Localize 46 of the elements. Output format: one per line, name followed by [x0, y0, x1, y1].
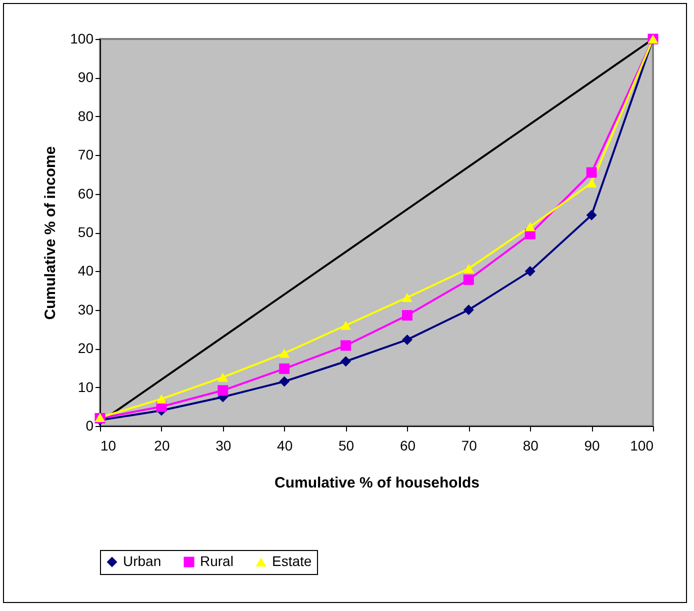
legend-label: Rural — [200, 553, 234, 569]
y-tick-label: 40 — [78, 262, 94, 279]
point — [402, 292, 412, 302]
y-tick-label: 30 — [78, 301, 94, 318]
x-tick-label: 70 — [461, 438, 478, 454]
y-tick-label: 10 — [78, 378, 94, 395]
y-axis-title: Cumulative % of income — [42, 146, 60, 320]
x-tick-label: 50 — [338, 438, 354, 454]
point — [279, 348, 290, 358]
x-tick-label: 90 — [584, 438, 600, 454]
legend-label: Urban — [123, 553, 162, 569]
point — [279, 363, 290, 374]
point — [340, 320, 352, 330]
y-tick-label: 20 — [78, 340, 94, 356]
y-tick-label: 100 — [70, 30, 94, 46]
point — [463, 304, 474, 316]
legend-label: Estate — [272, 553, 312, 569]
point — [340, 340, 352, 351]
point — [402, 310, 412, 321]
y-tick-label: 0 — [86, 418, 94, 434]
x-tick-label: 20 — [154, 438, 170, 454]
x-axis-title: Cumulative % of households — [274, 474, 480, 492]
x-tick-label: 100 — [630, 438, 654, 454]
point — [340, 356, 352, 367]
y-tick-label: 70 — [78, 146, 94, 163]
x-tick-label: 30 — [216, 438, 232, 454]
point — [463, 264, 474, 274]
point — [218, 372, 228, 382]
x-tick-label: 40 — [277, 438, 293, 454]
point — [586, 167, 597, 178]
point — [463, 274, 474, 285]
point — [218, 385, 228, 396]
y-tick-label: 60 — [78, 185, 94, 202]
y-tick-label: 80 — [78, 108, 94, 124]
point — [156, 394, 167, 404]
x-tick-label: 80 — [522, 438, 539, 454]
point — [402, 334, 412, 345]
x-tick-label: 60 — [400, 438, 416, 454]
point — [279, 376, 290, 387]
x-tick-label: 10 — [100, 438, 116, 454]
y-tick-label: 90 — [78, 69, 94, 86]
y-tick-label: 50 — [78, 224, 94, 240]
point — [524, 266, 536, 276]
point — [586, 178, 597, 188]
point — [524, 222, 536, 232]
point — [586, 210, 597, 220]
